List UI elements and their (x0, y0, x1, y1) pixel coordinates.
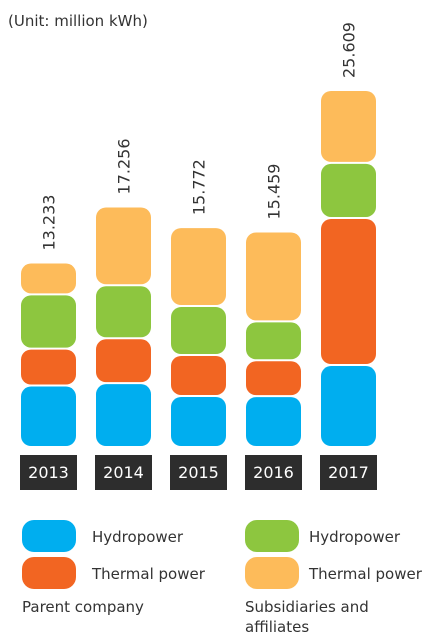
bar-segment (321, 163, 376, 217)
bar-segment (246, 361, 301, 396)
bar-segment (96, 339, 151, 383)
legend-label: Hydropower (92, 528, 184, 546)
total-label: 25.609 (340, 22, 359, 78)
total-label: 13.233 (40, 195, 59, 251)
x-tick-label: 2017 (328, 463, 369, 482)
category-box (245, 455, 302, 490)
category-box (320, 455, 377, 490)
total-label: 15.459 (265, 164, 284, 220)
x-tick-label: 2016 (253, 463, 294, 482)
bar-segment (21, 263, 76, 294)
bar-segment (96, 384, 151, 446)
bar-segment (96, 207, 151, 285)
bar-segment (246, 397, 301, 446)
bar-segment (321, 218, 376, 365)
legend-label: Thermal power (308, 565, 423, 583)
legend-group-label: Parent company (22, 598, 144, 616)
bar-segment (171, 355, 226, 395)
bar-segment (96, 286, 151, 338)
bar-segment (171, 396, 226, 446)
bar-segment (171, 228, 226, 306)
bar-segment (321, 91, 376, 162)
bar-segment (171, 307, 226, 354)
bar-segment (321, 366, 376, 446)
total-label: 15.772 (190, 159, 209, 215)
bar-segment (246, 322, 301, 360)
legend-label: Hydropower (309, 528, 401, 546)
x-tick-label: 2015 (178, 463, 219, 482)
category-box (20, 455, 77, 490)
chart-subtitle: (Unit: million kWh) (8, 12, 148, 30)
bar-segment (246, 232, 301, 321)
bar-segment (21, 295, 76, 348)
category-box (170, 455, 227, 490)
x-tick-label: 2013 (28, 463, 69, 482)
bar-segment (21, 386, 76, 446)
legend-swatch (22, 520, 76, 552)
x-tick-label: 2014 (103, 463, 144, 482)
legend-swatch (22, 557, 76, 589)
legend-label: Thermal power (91, 565, 206, 583)
legend-group-label: Subsidiaries and affiliates (245, 598, 369, 636)
bar-segment (21, 349, 76, 385)
category-box (95, 455, 152, 490)
legend-swatch (245, 520, 299, 552)
total-label: 17.256 (115, 138, 134, 194)
legend-swatch (245, 557, 299, 589)
